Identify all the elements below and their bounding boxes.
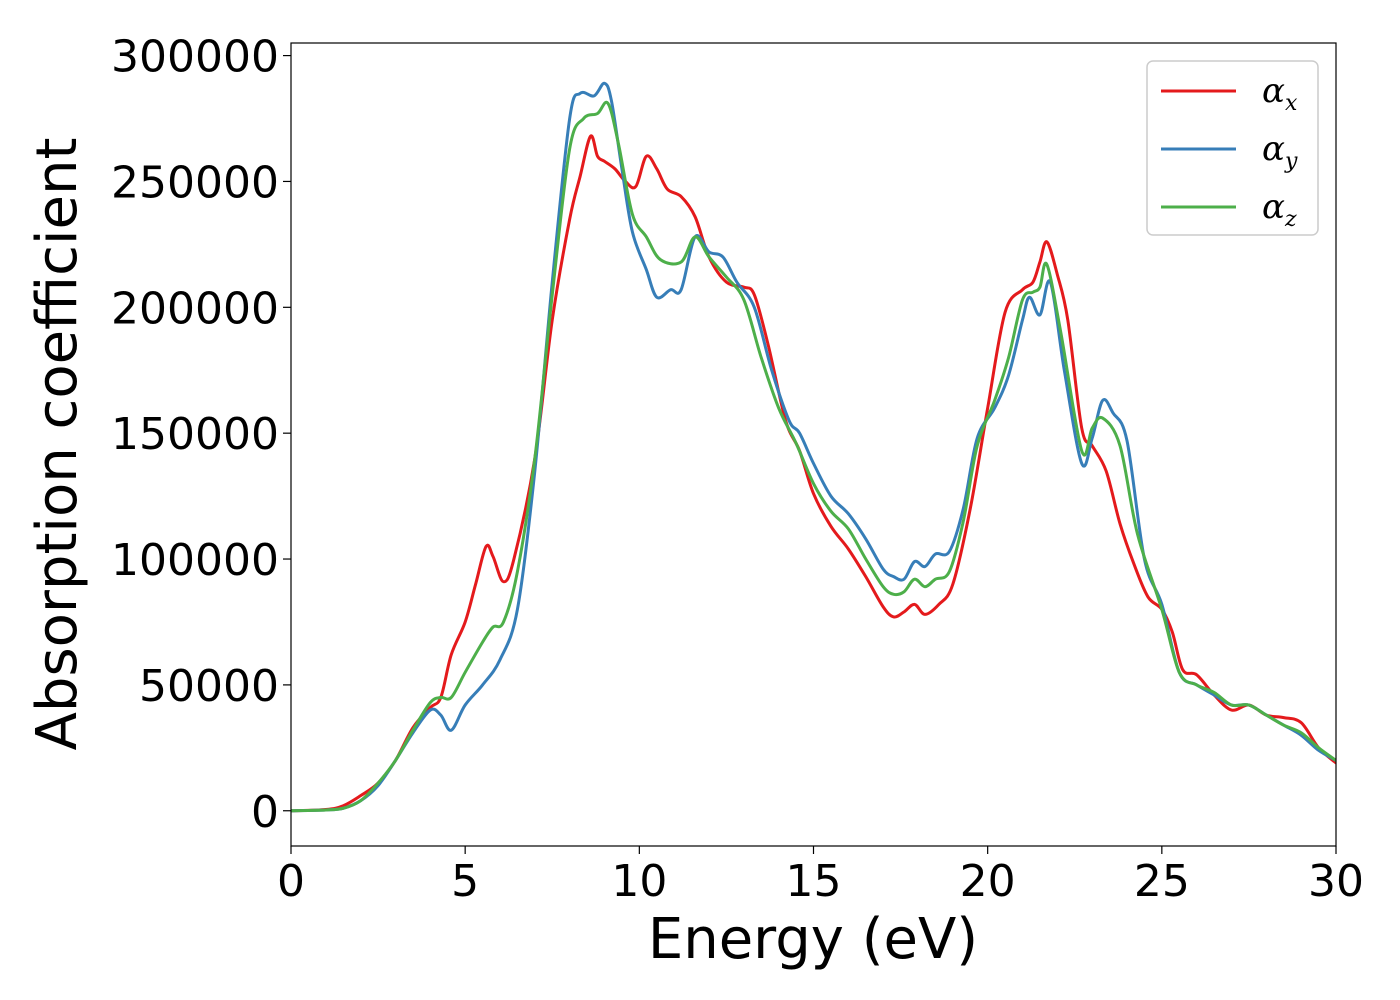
legend-label-alpha-y: αy <box>1262 129 1298 174</box>
x-axis-ticks: 0 5 10 15 20 25 30 <box>277 846 1364 907</box>
series-line-alpha-z <box>291 100 1336 813</box>
x-tick-label: 20 <box>960 856 1016 907</box>
x-tick-label: 30 <box>1308 856 1364 907</box>
y-tick-label: 250000 <box>111 157 279 208</box>
series-line-alpha-y <box>291 81 1336 813</box>
legend-label-alpha-x: αx <box>1262 71 1298 116</box>
y-tick-label: 300000 <box>111 32 279 83</box>
y-axis-ticks: 0 50000 100000 150000 200000 250000 300000 <box>111 32 291 838</box>
x-tick-label: 5 <box>451 856 479 907</box>
x-tick-label: 25 <box>1134 856 1190 907</box>
legend-label-alpha-z: αz <box>1262 187 1297 232</box>
legend: αx αy αz <box>1146 60 1319 236</box>
y-tick-label: 0 <box>251 787 279 838</box>
x-tick-label: 15 <box>786 856 842 907</box>
y-tick-label: 50000 <box>139 661 279 712</box>
x-tick-label: 10 <box>611 856 667 907</box>
x-tick-label: 0 <box>277 856 305 907</box>
y-axis-label: Absorption coefficient <box>25 138 90 751</box>
series-layer <box>291 81 1336 813</box>
y-tick-label: 150000 <box>111 409 279 460</box>
x-axis-label: Energy (eV) <box>648 907 978 972</box>
y-tick-label: 100000 <box>111 535 279 586</box>
y-tick-label: 200000 <box>111 283 279 334</box>
